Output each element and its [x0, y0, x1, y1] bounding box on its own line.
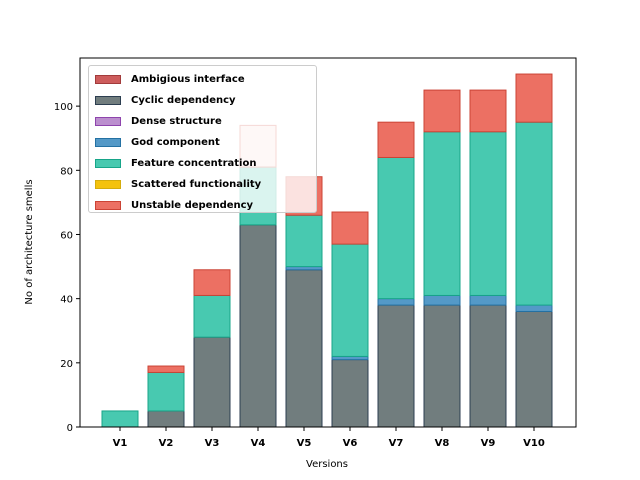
bar-unstable-dependency-v2 [147, 365, 185, 373]
bars-layer [101, 73, 553, 428]
bar-cyclic-dependency-v6 [331, 359, 369, 428]
x-axis-label: Versions [306, 459, 348, 470]
bar-cyclic-dependency-v7 [377, 304, 415, 428]
bar-feature-concentration-v2 [147, 371, 185, 412]
bar-feature-concentration-v9 [469, 131, 507, 296]
bar-cyclic-dependency-v8 [423, 304, 461, 428]
bar-unstable-dependency-v8 [423, 89, 461, 133]
legend-item-unstable-dependency: Unstable dependency [95, 195, 310, 216]
bar-god-component-v8 [423, 294, 461, 306]
x-tick-label: V9 [481, 438, 496, 449]
legend-swatch [95, 96, 121, 105]
legend-label: Cyclic dependency [131, 95, 236, 106]
bar-cyclic-dependency-v2 [147, 410, 185, 428]
legend: Ambigious interface Cyclic dependency Dens… [88, 65, 317, 213]
bar-cyclic-dependency-v3 [193, 336, 231, 428]
legend-swatch [95, 75, 121, 84]
legend-item-feature-concentration: Feature concentration [95, 153, 310, 174]
bar-cyclic-dependency-v9 [469, 304, 507, 428]
x-tick-label: V8 [435, 438, 450, 449]
plot-frame [79, 57, 577, 428]
x-tick-label: V3 [205, 438, 220, 449]
x-tick-label: V7 [389, 438, 404, 449]
x-tick-label: V4 [251, 438, 266, 449]
bar-cyclic-dependency-v4 [239, 224, 277, 428]
legend-item-scattered-functionality: Scattered functionality [95, 174, 310, 195]
legend-label: Dense structure [131, 116, 222, 127]
legend-swatch [95, 201, 121, 210]
x-tick-label: V1 [113, 438, 128, 449]
bar-feature-concentration-v1 [101, 410, 139, 428]
legend-item-god-component: God component [95, 132, 310, 153]
legend-label: Ambigious interface [131, 74, 245, 85]
bar-feature-concentration-v5 [285, 214, 323, 268]
bar-unstable-dependency-v3 [193, 269, 231, 296]
legend-label: God component [131, 137, 220, 148]
bar-unstable-dependency-v6 [331, 211, 369, 245]
y-tick-label: 80 [60, 166, 73, 177]
x-tick-label: V6 [343, 438, 358, 449]
legend-item-ambigious-interface: Ambigious interface [95, 69, 310, 90]
bar-feature-concentration-v8 [423, 131, 461, 296]
bar-feature-concentration-v3 [193, 294, 231, 338]
bar-feature-concentration-v6 [331, 243, 369, 357]
legend-swatch [95, 180, 121, 189]
y-tick-label: 100 [54, 102, 73, 113]
bar-god-component-v9 [469, 294, 507, 306]
bar-cyclic-dependency-v5 [285, 269, 323, 428]
legend-label: Unstable dependency [131, 200, 254, 211]
bar-god-component-v10 [515, 304, 553, 312]
legend-swatch [95, 138, 121, 147]
legend-label: Scattered functionality [131, 179, 262, 190]
legend-item-dense-structure: Dense structure [95, 111, 310, 132]
x-tick-label: V5 [297, 438, 312, 449]
y-tick-label: 20 [60, 359, 73, 370]
bar-god-component-v7 [377, 298, 415, 306]
y-tick-label: 0 [67, 423, 73, 434]
axes-layer: 0 20 40 60 80 100 V1 V2 V3 V4 V5 V6 V7 V8 V9 V10 [54, 57, 577, 449]
legend-item-cyclic-dependency: Cyclic dependency [95, 90, 310, 111]
bar-unstable-dependency-v7 [377, 121, 415, 158]
x-tick-label: V2 [159, 438, 174, 449]
bar-feature-concentration-v7 [377, 156, 415, 300]
legend-label: Feature concentration [131, 158, 257, 169]
bar-unstable-dependency-v10 [515, 73, 553, 123]
y-axis-label: No of architecture smells [24, 179, 35, 304]
y-tick-label: 40 [60, 295, 73, 306]
legend-swatch [95, 117, 121, 126]
bar-unstable-dependency-v9 [469, 89, 507, 133]
bar-feature-concentration-v10 [515, 121, 553, 306]
bar-cyclic-dependency-v10 [515, 310, 553, 428]
legend-swatch [95, 159, 121, 168]
y-tick-label: 60 [60, 230, 73, 241]
x-tick-label: V10 [523, 438, 545, 449]
